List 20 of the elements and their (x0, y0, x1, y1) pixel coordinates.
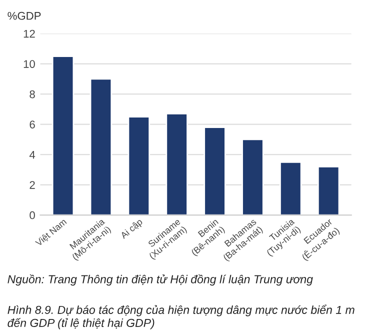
y-tick-label: 8 (30, 90, 35, 98)
y-tick-label: 12 (24, 30, 35, 38)
x-tick-label: Việt Nam (34, 218, 68, 248)
text: Hình 8.9. Dự báo tác động của hiện tượng dâng mực nước biển 1 m đến GDP (tỉ lệ thiệt hại GDP) (8, 304, 354, 330)
y-tick-label: 0 (30, 211, 35, 220)
bar (166, 113, 188, 216)
y-tick-label: 10 (24, 60, 35, 68)
y-tick-label: 4 (29, 150, 36, 159)
text: Nguồn: Trang Thông tin điện tử Hội đồng lí luận Trung ương (8, 274, 313, 286)
bar (204, 126, 226, 216)
bar (52, 56, 74, 216)
x-tick-label: Ai cập (120, 218, 144, 240)
bar (280, 161, 302, 216)
bar (317, 166, 340, 216)
bar (242, 138, 264, 216)
bar (128, 116, 150, 216)
y-axis-title: %GDP (8, 12, 41, 20)
bar (90, 78, 112, 216)
y-tick-label: 6 (30, 120, 35, 128)
y-tick-label: 2 (30, 181, 35, 189)
